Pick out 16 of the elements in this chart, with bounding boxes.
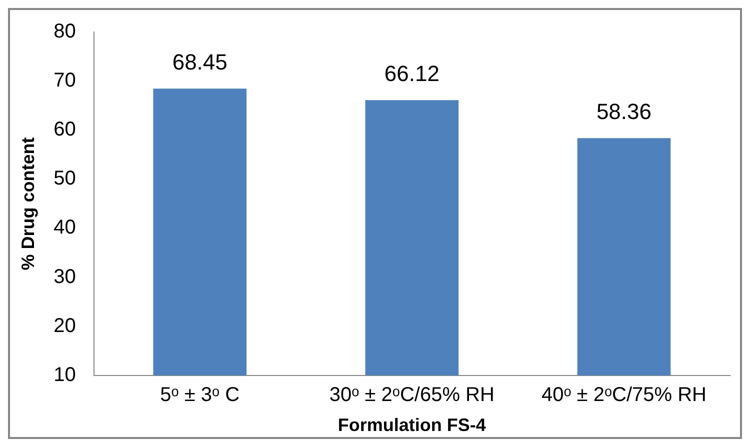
y-tick-label: 70 (54, 70, 76, 92)
y-tick-label: 80 (54, 20, 76, 43)
y-axis-title: % Drug content (18, 137, 38, 270)
data-label: 66.12 (384, 61, 440, 86)
x-tick-label: 40ᵒ ± 2ᵒC/75% RH (541, 384, 706, 406)
data-label: 68.45 (172, 50, 228, 75)
x-axis-title: Formulation FS-4 (338, 415, 486, 436)
y-tick-label: 40 (54, 216, 76, 239)
data-label: 58.36 (596, 99, 652, 124)
y-tick-label: 10 (54, 364, 76, 386)
y-tick-label: 30 (54, 266, 76, 288)
y-tick-label: 50 (54, 168, 76, 190)
x-tick-label: 30ᵒ ± 2ᵒC/65% RH (329, 384, 494, 406)
y-tick-label: 20 (54, 314, 76, 337)
x-tick-label: 5ᵒ ± 3ᵒ C (160, 384, 240, 406)
y-tick-label: 60 (54, 118, 76, 141)
